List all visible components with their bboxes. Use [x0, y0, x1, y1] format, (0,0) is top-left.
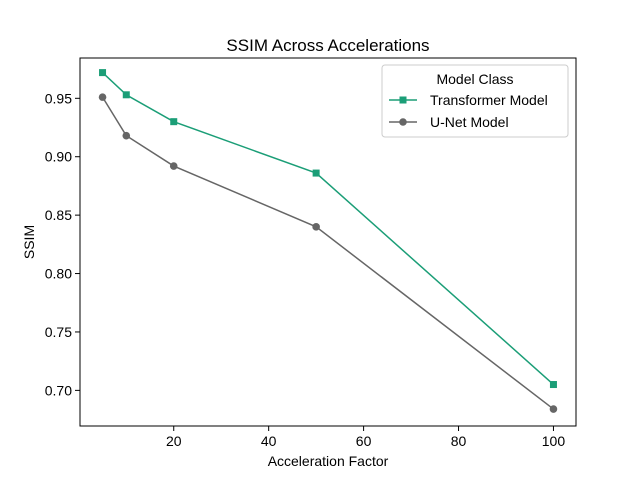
y-tick-label: 0.85 [45, 207, 72, 223]
x-tick-label: 100 [542, 433, 566, 449]
x-tick-label: 60 [356, 433, 372, 449]
y-tick-label: 0.95 [45, 90, 72, 106]
data-point-transformer-model [549, 381, 557, 389]
legend: Model Class Transformer Model U-Net Mode… [381, 64, 569, 138]
x-tick-label: 80 [451, 433, 467, 449]
y-tick-label: 0.90 [45, 149, 72, 165]
data-point-u-net-model [312, 223, 320, 231]
data-point-transformer-model [99, 69, 107, 77]
x-tick-label: 20 [166, 433, 182, 449]
legend-label-transformer: Transformer Model [430, 92, 548, 108]
data-point-u-net-model [122, 131, 131, 140]
y-axis-ticks: 0.70 0.75 0.80 0.85 0.90 0.95 [45, 90, 80, 398]
x-axis-label: Acceleration Factor [268, 453, 389, 469]
legend-box [381, 64, 569, 138]
data-point-transformer-model [312, 169, 320, 177]
data-point-transformer-model [170, 118, 178, 126]
y-tick-label: 0.80 [45, 266, 72, 282]
x-axis-ticks: 20 40 60 80 100 [166, 426, 565, 449]
plot-frame [79, 57, 577, 427]
chart-title: SSIM Across Accelerations [226, 36, 429, 55]
legend-title: Model Class [436, 71, 513, 87]
series-layer [98, 69, 558, 413]
series-line-u-net-model [101, 96, 554, 410]
y-tick-label: 0.75 [45, 324, 72, 340]
x-tick-label: 40 [261, 433, 277, 449]
y-axis-label: SSIM [21, 225, 37, 259]
legend-marker-transformer-square [399, 96, 407, 104]
data-point-u-net-model [549, 405, 558, 413]
data-point-u-net-model [169, 162, 178, 170]
data-point-u-net-model [98, 93, 107, 101]
legend-marker-unet-circle [399, 118, 407, 126]
data-point-transformer-model [122, 91, 130, 99]
y-tick-label: 0.70 [45, 382, 72, 398]
legend-label-unet: U-Net Model [430, 114, 509, 130]
